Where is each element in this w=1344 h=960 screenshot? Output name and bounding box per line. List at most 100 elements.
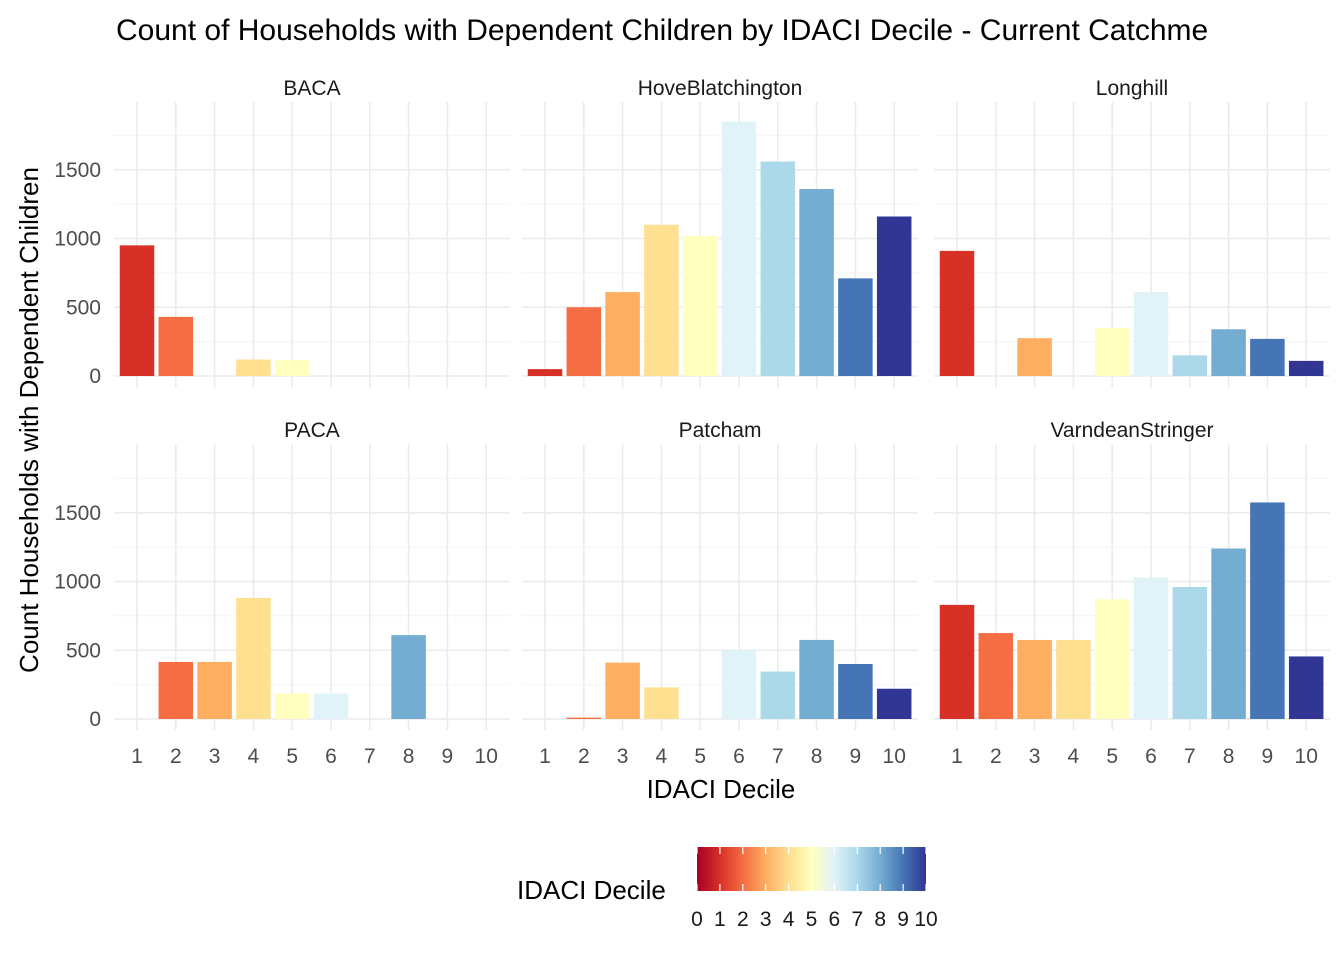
x-tick-label: 9 — [1262, 745, 1274, 768]
bar-longhill-1 — [939, 250, 975, 376]
bar-longhill-6 — [1133, 292, 1169, 376]
x-tick-label: 3 — [617, 745, 629, 768]
legend-tick-label: 8 — [874, 908, 886, 931]
panel-title-patcham: Patcham — [679, 419, 762, 442]
bar-hoveblatchington-5 — [682, 235, 718, 376]
y-tick-label: 0 — [89, 708, 101, 731]
x-tick-label: 5 — [694, 745, 706, 768]
x-tick-label: 8 — [403, 745, 415, 768]
bar-patcham-6 — [721, 650, 757, 719]
bar-baca-4 — [236, 359, 271, 376]
bar-varndeanstringer-5 — [1094, 599, 1130, 719]
x-tick-label: 10 — [883, 745, 906, 768]
y-tick-label: 500 — [66, 296, 101, 319]
bar-varndeanstringer-8 — [1211, 548, 1246, 719]
bar-varndeanstringer-10 — [1288, 656, 1324, 719]
y-tick-label: 0 — [89, 365, 101, 388]
x-tick-label: 3 — [1029, 745, 1041, 768]
bar-varndeanstringer-3 — [1017, 639, 1052, 719]
bar-hoveblatchington-8 — [799, 189, 834, 376]
y-axis-title: Count Households with Dependent Children — [14, 167, 44, 673]
bar-longhill-7 — [1172, 355, 1208, 376]
bar-patcham-2 — [566, 717, 602, 719]
panel-title-varndeanstringer: VarndeanStringer — [1050, 419, 1213, 442]
bar-varndeanstringer-4 — [1056, 639, 1091, 719]
bar-paca-2 — [158, 661, 194, 719]
x-tick-label: 6 — [1145, 745, 1157, 768]
bar-patcham-4 — [644, 687, 679, 719]
x-tick-label: 7 — [772, 745, 784, 768]
x-tick-label: 8 — [811, 745, 823, 768]
bar-baca-2 — [158, 316, 194, 376]
x-tick-label: 7 — [364, 745, 376, 768]
bar-longhill-10 — [1288, 360, 1324, 376]
x-axis-title: IDACI Decile — [647, 774, 796, 804]
x-tick-label: 10 — [1295, 745, 1318, 768]
bar-paca-3 — [197, 661, 232, 719]
x-tick-label: 6 — [325, 745, 337, 768]
legend-tick-label: 0 — [691, 908, 703, 931]
x-tick-label: 2 — [578, 745, 590, 768]
bar-varndeanstringer-2 — [978, 633, 1014, 719]
bar-patcham-3 — [605, 662, 640, 719]
bar-varndeanstringer-7 — [1172, 587, 1208, 719]
x-tick-label: 9 — [442, 745, 454, 768]
legend-tick-label: 4 — [783, 908, 795, 931]
x-tick-label: 4 — [248, 745, 260, 768]
legend: IDACI Decile 0 1 2 3 4 5 6 7 8 9 10 — [517, 847, 938, 931]
x-tick-label: 7 — [1184, 745, 1196, 768]
legend-tick-label: 5 — [806, 908, 818, 931]
x-tick-label: 4 — [656, 745, 668, 768]
x-tick-label: 3 — [209, 745, 221, 768]
bar-baca-5 — [274, 360, 310, 376]
bar-patcham-9 — [838, 664, 873, 719]
y-tick-label: 1500 — [54, 502, 101, 525]
bar-longhill-3 — [1017, 338, 1052, 376]
bar-hoveblatchington-2 — [566, 307, 602, 376]
x-tick-label: 1 — [131, 745, 143, 768]
x-tick-label: 10 — [475, 745, 498, 768]
bar-patcham-7 — [760, 671, 796, 719]
y-tick-label: 1000 — [54, 571, 101, 594]
bar-hoveblatchington-10 — [876, 216, 912, 376]
bar-baca-1 — [119, 245, 155, 376]
bar-hoveblatchington-7 — [760, 161, 796, 376]
bar-paca-5 — [274, 693, 310, 719]
bar-hoveblatchington-1 — [527, 369, 563, 376]
bar-hoveblatchington-4 — [644, 224, 679, 376]
legend-tick-label: 10 — [914, 908, 937, 931]
legend-tick-label: 6 — [829, 908, 841, 931]
bar-patcham-10 — [876, 688, 912, 719]
bar-hoveblatchington-3 — [605, 292, 640, 376]
legend-tick-label: 3 — [760, 908, 772, 931]
panel-title-baca: BACA — [283, 77, 340, 100]
bar-varndeanstringer-1 — [939, 604, 975, 719]
legend-tick-label: 1 — [714, 908, 726, 931]
panel-title-longhill: Longhill — [1096, 77, 1168, 100]
x-tick-label: 2 — [990, 745, 1002, 768]
bar-hoveblatchington-6 — [721, 121, 757, 376]
bar-paca-8 — [391, 635, 426, 719]
legend-colorbar — [697, 847, 926, 891]
y-tick-label: 1500 — [54, 159, 101, 182]
bar-longhill-8 — [1211, 329, 1246, 376]
bar-hoveblatchington-9 — [838, 278, 873, 376]
x-tick-label: 5 — [1106, 745, 1118, 768]
panel-title-paca: PACA — [284, 419, 340, 442]
bar-varndeanstringer-6 — [1133, 577, 1169, 719]
bar-patcham-8 — [799, 639, 834, 719]
chart-title: Count of Households with Dependent Child… — [116, 14, 1208, 47]
x-tick-label: 9 — [850, 745, 862, 768]
legend-tick-label: 9 — [897, 908, 909, 931]
legend-title: IDACI Decile — [517, 875, 666, 905]
legend-tick-label: 7 — [851, 908, 863, 931]
legend-tick-label: 2 — [737, 908, 749, 931]
y-tick-label: 500 — [66, 639, 101, 662]
bar-paca-4 — [236, 598, 271, 719]
bar-paca-6 — [313, 693, 349, 719]
x-tick-label: 2 — [170, 745, 182, 768]
x-tick-label: 4 — [1068, 745, 1080, 768]
x-tick-label: 6 — [733, 745, 745, 768]
y-tick-label: 1000 — [54, 228, 101, 251]
